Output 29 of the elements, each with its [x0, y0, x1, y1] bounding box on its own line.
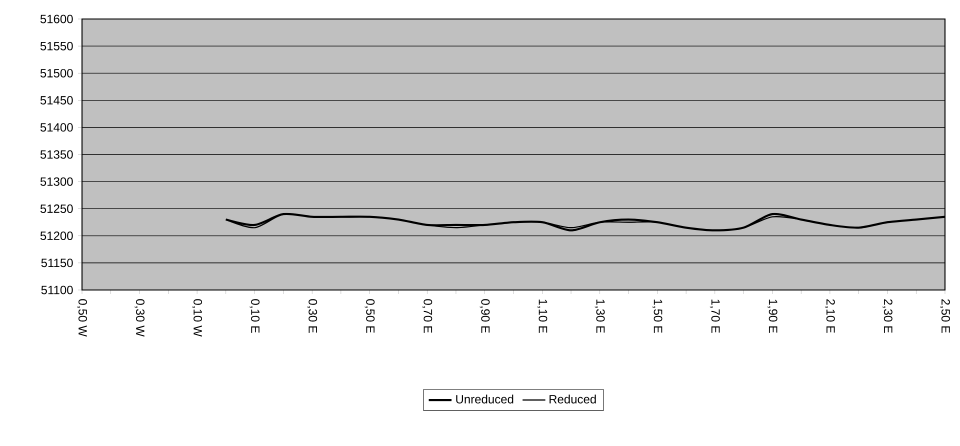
- y-tick-label: 51150: [41, 258, 73, 268]
- y-tick-label: 51300: [40, 177, 73, 186]
- y-tick-label: 51350: [40, 150, 73, 159]
- x-tick-label: 1,70 E: [710, 300, 720, 333]
- x-tick-label: 0,30 E: [307, 299, 318, 333]
- y-tick-label: 51500: [40, 68, 73, 78]
- x-tick-label: 0,50 W: [77, 299, 87, 337]
- x-tick-label: 2,50 E: [940, 299, 950, 333]
- x-tick-label: 0,10 W: [192, 299, 202, 337]
- y-tick-label: 51200: [40, 232, 73, 240]
- legend-label: Reduced: [550, 394, 596, 404]
- x-tick-label: 1,50 E: [652, 300, 662, 333]
- x-tick-label: 0,90 E: [480, 299, 490, 333]
- y-tick-label: 51600: [40, 14, 73, 24]
- x-tick-label: 0,10 E: [250, 299, 260, 333]
- x-tick-label: 1,10 E: [537, 300, 548, 333]
- x-tick-label: 0,50 E: [364, 299, 375, 333]
- x-tick-label: 1,90 E: [767, 300, 778, 333]
- x-tick-label: 2,30 E: [882, 299, 892, 333]
- y-tick-label: 51400: [40, 123, 73, 132]
- y-tick-label: 51550: [40, 42, 73, 50]
- x-tick-label: 0,70 E: [422, 299, 432, 333]
- x-tick-label: 0,30 W: [134, 299, 145, 337]
- x-tick-label: 2,10 E: [824, 299, 835, 333]
- y-tick-label: 51100: [41, 286, 73, 294]
- y-tick-label: 51450: [40, 96, 73, 105]
- legend-label: Unreduced: [456, 394, 514, 404]
- x-tick-label: 1,30 E: [594, 300, 605, 333]
- y-tick-label: 51250: [40, 204, 73, 213]
